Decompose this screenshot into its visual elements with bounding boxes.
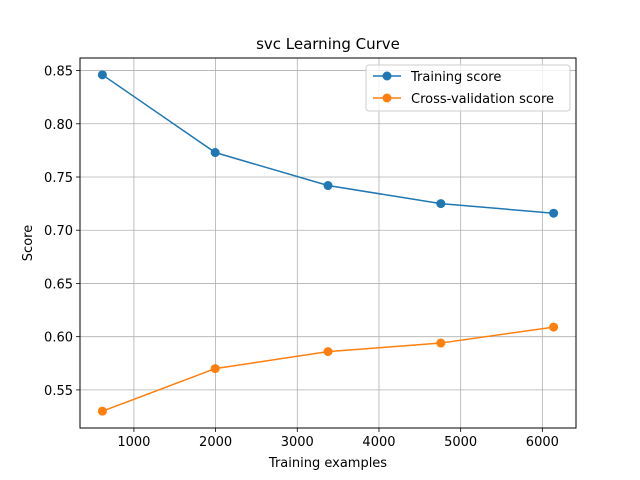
data-point-cross-validation-score <box>97 406 107 416</box>
legend: Training score Cross-validation score <box>365 64 571 112</box>
plot-frame <box>79 57 577 429</box>
y-axis-ticks: 0.55 0.60 0.65 0.70 0.75 0.80 0.85 <box>44 65 80 399</box>
chart-title: svc Learning Curve <box>256 35 400 53</box>
legend-marker-cross-validation <box>382 93 392 103</box>
data-point-cross-validation-score <box>323 347 333 357</box>
y-tick-label: 0.75 <box>44 171 73 186</box>
y-tick-label: 0.55 <box>44 384 73 399</box>
data-point-training-score <box>549 208 559 218</box>
x-tick-label: 2000 <box>199 435 232 450</box>
x-axis-ticks: 1000 2000 3000 4000 5000 6000 <box>117 428 559 450</box>
x-tick-label: 6000 <box>526 435 559 450</box>
legend-label-training: Training score <box>410 70 501 85</box>
data-point-cross-validation-score <box>436 338 446 348</box>
legend-marker-training <box>382 71 392 81</box>
data-point-training-score <box>97 70 107 80</box>
x-tick-label: 3000 <box>281 435 314 450</box>
data-point-training-score <box>323 181 333 191</box>
data-point-cross-validation-score <box>549 322 559 332</box>
data-point-cross-validation-score <box>210 364 220 374</box>
series-lines <box>97 70 559 416</box>
x-tick-label: 4000 <box>362 435 395 450</box>
legend-label-cross-validation: Cross-validation score <box>411 92 554 107</box>
data-point-training-score <box>436 199 446 209</box>
x-tick-label: 5000 <box>444 435 477 450</box>
y-tick-label: 0.70 <box>44 224 73 239</box>
y-axis-label: Score <box>21 225 36 261</box>
x-tick-label: 1000 <box>117 435 150 450</box>
y-tick-label: 0.65 <box>44 277 73 292</box>
y-tick-label: 0.85 <box>44 65 73 80</box>
grid <box>80 58 576 428</box>
legend-box <box>365 64 571 112</box>
y-tick-label: 0.80 <box>44 118 73 133</box>
data-point-training-score <box>210 148 220 158</box>
x-axis-label: Training examples <box>268 456 387 471</box>
y-tick-label: 0.60 <box>44 331 73 346</box>
